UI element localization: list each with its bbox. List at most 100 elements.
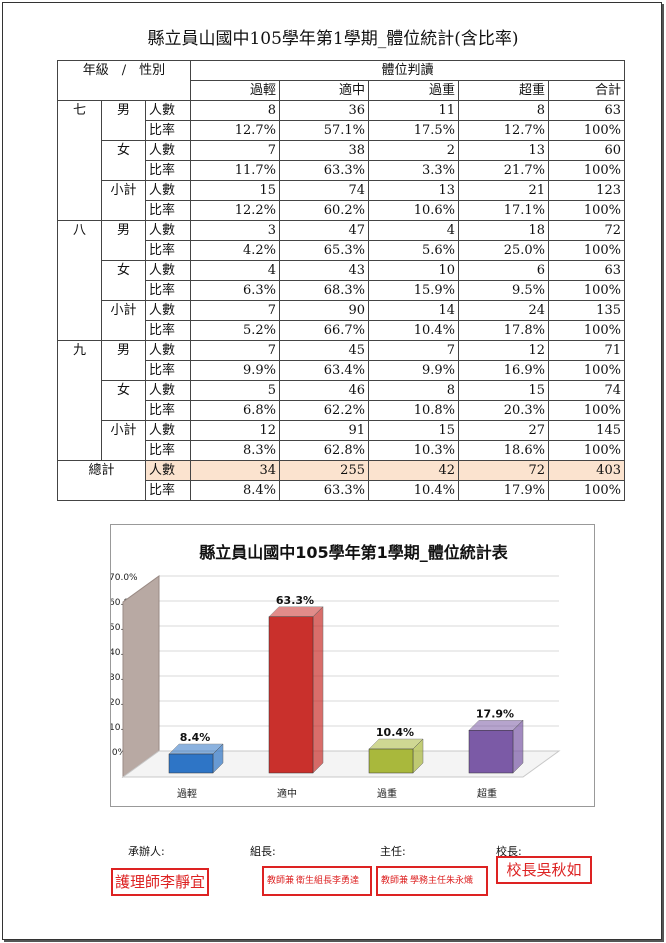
column-header: 過輕 [190, 80, 280, 101]
table-cell: 20.3% [458, 400, 549, 421]
row-label-rate: 比率 [145, 320, 191, 341]
stamp-principal: 校長吳秋如 [496, 856, 592, 884]
table-cell: 63.3% [279, 480, 369, 501]
row-label-count: 人數 [145, 460, 191, 481]
table-cell: 9.9% [368, 360, 459, 381]
table-row: 比率 6.8% 62.2% 10.8% 20.3% 100% [58, 400, 625, 421]
stamp-leader: 教師兼 衛生組長李勇達 [262, 866, 372, 896]
table-cell: 38 [279, 140, 369, 161]
stamp-handler: 護理師李靜宜 [111, 868, 209, 896]
row-label-rate: 比率 [145, 120, 191, 141]
table-cell: 100% [548, 400, 625, 421]
chart-title: 縣立員山國中105學年第1學期_體位統計表 [199, 543, 508, 562]
table-cell: 45 [279, 340, 369, 361]
table-cell: 62.2% [279, 400, 369, 421]
table-cell: 27 [458, 420, 549, 441]
table-cell: 3 [190, 220, 280, 241]
table-cell: 18 [458, 220, 549, 241]
table-cell: 57.1% [279, 120, 369, 141]
table-cell: 8.3% [190, 440, 280, 461]
table-cell: 16.9% [458, 360, 549, 381]
table-cell: 12 [458, 340, 549, 361]
table-cell: 6 [458, 260, 549, 281]
table-cell: 100% [548, 280, 625, 301]
column-header: 超重 [458, 80, 549, 101]
table-cell: 4 [190, 260, 280, 281]
x-tick-label: 超重 [477, 787, 497, 800]
table-cell: 145 [548, 420, 625, 441]
group-label: 男 [101, 100, 146, 141]
table-cell: 24 [458, 300, 549, 321]
table-cell: 14 [368, 300, 459, 321]
column-header: 適中 [279, 80, 369, 101]
row-label-count: 人數 [145, 380, 191, 401]
group-label: 女 [101, 260, 146, 301]
table-cell: 100% [548, 480, 625, 501]
table-cell: 63.4% [279, 360, 369, 381]
table-cell: 7 [190, 300, 280, 321]
data-label: 17.9% [476, 707, 514, 720]
table-cell: 34 [190, 460, 280, 481]
table-row: 九男人數 7 45 7 12 71 [57, 340, 625, 461]
signature-label-handler: 承辦人: [128, 845, 165, 858]
row-label-rate: 比率 [145, 360, 191, 381]
group-label: 小計 [101, 300, 146, 341]
table-cell: 42 [368, 460, 459, 481]
table-cell: 4.2% [190, 240, 280, 261]
data-label: 10.4% [376, 726, 414, 739]
table-cell: 11 [368, 100, 459, 121]
table-cell: 4 [368, 220, 459, 241]
table-row: 小計 人數 12 91 15 27 145 [58, 420, 625, 461]
table-cell: 403 [548, 460, 625, 481]
table-cell: 2 [368, 140, 459, 161]
table-cell: 10.4% [368, 480, 459, 501]
header-row-2: 過輕 適中 過重 超重 合計 [58, 80, 625, 101]
row-label-rate: 比率 [145, 160, 191, 181]
bar-chart: .0%10.0%20.0%30.0%40.0%50.0%60.0%70.0%8.… [111, 573, 561, 800]
grade-gender-header: 年級 / 性別 [57, 60, 191, 101]
table-cell: 6.3% [190, 280, 280, 301]
grade-label: 八 [57, 220, 102, 341]
table-cell: 13 [368, 180, 459, 201]
row-label-rate: 比率 [145, 400, 191, 421]
table-cell: 8 [458, 100, 549, 121]
table-cell: 91 [279, 420, 369, 441]
table-row: 七男人數 8 36 11 8 63 [57, 100, 625, 221]
table-cell: 9.5% [458, 280, 549, 301]
table-cell: 47 [279, 220, 369, 241]
table-cell: 8 [190, 100, 280, 121]
table-row: 比率 12.2% 60.2% 10.6% 17.1% 100% [58, 200, 625, 221]
judgment-header: 體位判讀 [190, 60, 625, 81]
table-cell: 10.6% [368, 200, 459, 221]
table-cell: 5.6% [368, 240, 459, 261]
table-row: 小計 人數 15 74 13 21 123 [58, 180, 625, 221]
table-cell: 100% [548, 440, 625, 461]
table-cell: 36 [279, 100, 369, 121]
table-row: 比率 9.9% 63.4% 9.9% 16.9% 100% [58, 360, 625, 381]
table-cell: 100% [548, 200, 625, 221]
table-cell: 25.0% [458, 240, 549, 261]
bar [268, 616, 314, 774]
header-row-1: 年級 / 性別 體位判讀 [57, 60, 625, 101]
table-cell: 11.7% [190, 160, 280, 181]
total-row-rate: 比率 8.4% 63.3% 10.4% 17.9% 100% [58, 480, 625, 501]
grade-label: 九 [57, 340, 102, 461]
table-cell: 63 [548, 260, 625, 281]
group-label: 女 [101, 380, 146, 421]
table-cell: 123 [548, 180, 625, 201]
data-label: 8.4% [180, 731, 211, 744]
row-label-count: 人數 [145, 140, 191, 161]
table-cell: 15 [190, 180, 280, 201]
row-label-count: 人數 [145, 260, 191, 281]
signature-label-leader: 組長: [250, 845, 276, 858]
signature-label-director: 主任: [380, 845, 406, 858]
chart-container: 縣立員山國中105學年第1學期_體位統計表 .0%10.0%20.0%30.0%… [110, 524, 595, 807]
page-title: 縣立員山國中105學年第1學期_體位統計(含比率) [147, 29, 519, 49]
table-cell: 8 [368, 380, 459, 401]
table-cell: 15.9% [368, 280, 459, 301]
table-cell: 60.2% [279, 200, 369, 221]
table-cell: 17.9% [458, 480, 549, 501]
table-cell: 68.3% [279, 280, 369, 301]
table-cell: 255 [279, 460, 369, 481]
table-row: 比率 5.2% 66.7% 10.4% 17.8% 100% [58, 320, 625, 341]
